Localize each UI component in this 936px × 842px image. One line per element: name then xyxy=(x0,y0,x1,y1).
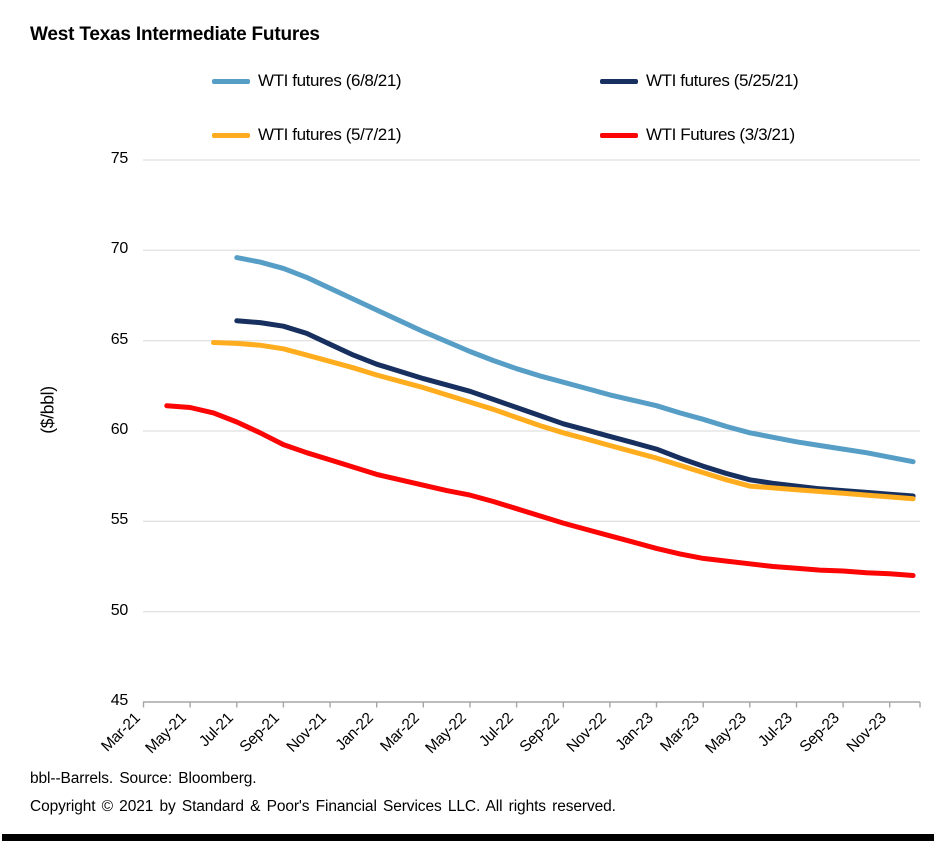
y-axis-tick-label: 50 xyxy=(110,602,129,619)
series-line-wti-futures-5-7-21 xyxy=(211,340,916,502)
source-note: bbl--Barrels. Source: Bloomberg. xyxy=(30,770,257,787)
legend-item-wti-futures-3-3-21: WTI Futures (3/3/21) xyxy=(600,124,795,146)
y-axis-tick-label: 75 xyxy=(110,150,129,167)
copyright-note: Copyright © 2021 by Standard & Poor's Fi… xyxy=(30,798,616,815)
legend-swatch-wti-futures-5-25-21 xyxy=(600,78,638,84)
legend-label: WTI Futures (3/3/21) xyxy=(646,125,795,144)
bottom-divider-bar xyxy=(2,834,934,841)
y-axis-title: ($/bbl) xyxy=(37,386,58,434)
chart-title: West Texas Intermediate Futures xyxy=(30,24,320,45)
legend-item-wti-futures-6-8-21: WTI futures (6/8/21) xyxy=(212,70,402,92)
legend-swatch-wti-futures-5-7-21 xyxy=(212,132,250,138)
y-axis-tick-label: 65 xyxy=(110,331,129,348)
legend-item-wti-futures-5-25-21: WTI futures (5/25/21) xyxy=(600,70,799,92)
legend-swatch-wti-futures-3-3-21 xyxy=(600,132,638,138)
legend-label: WTI futures (5/25/21) xyxy=(646,71,799,90)
series-line-wti-futures-3-3-21 xyxy=(164,403,916,578)
y-axis-tick-label: 55 xyxy=(110,511,129,528)
series-line-wti-futures-6-8-21 xyxy=(234,255,916,465)
y-axis-tick-label: 70 xyxy=(110,240,129,257)
y-axis-tick-label: 60 xyxy=(110,421,129,438)
series-line-wti-futures-5-25-21 xyxy=(234,318,916,499)
legend-swatch-wti-futures-6-8-21 xyxy=(212,78,250,84)
legend-item-wti-futures-5-7-21: WTI futures (5/7/21) xyxy=(212,124,402,146)
y-axis-tick-label: 45 xyxy=(110,692,129,709)
legend-label: WTI futures (6/8/21) xyxy=(258,71,402,90)
legend-label: WTI futures (5/7/21) xyxy=(258,125,402,144)
